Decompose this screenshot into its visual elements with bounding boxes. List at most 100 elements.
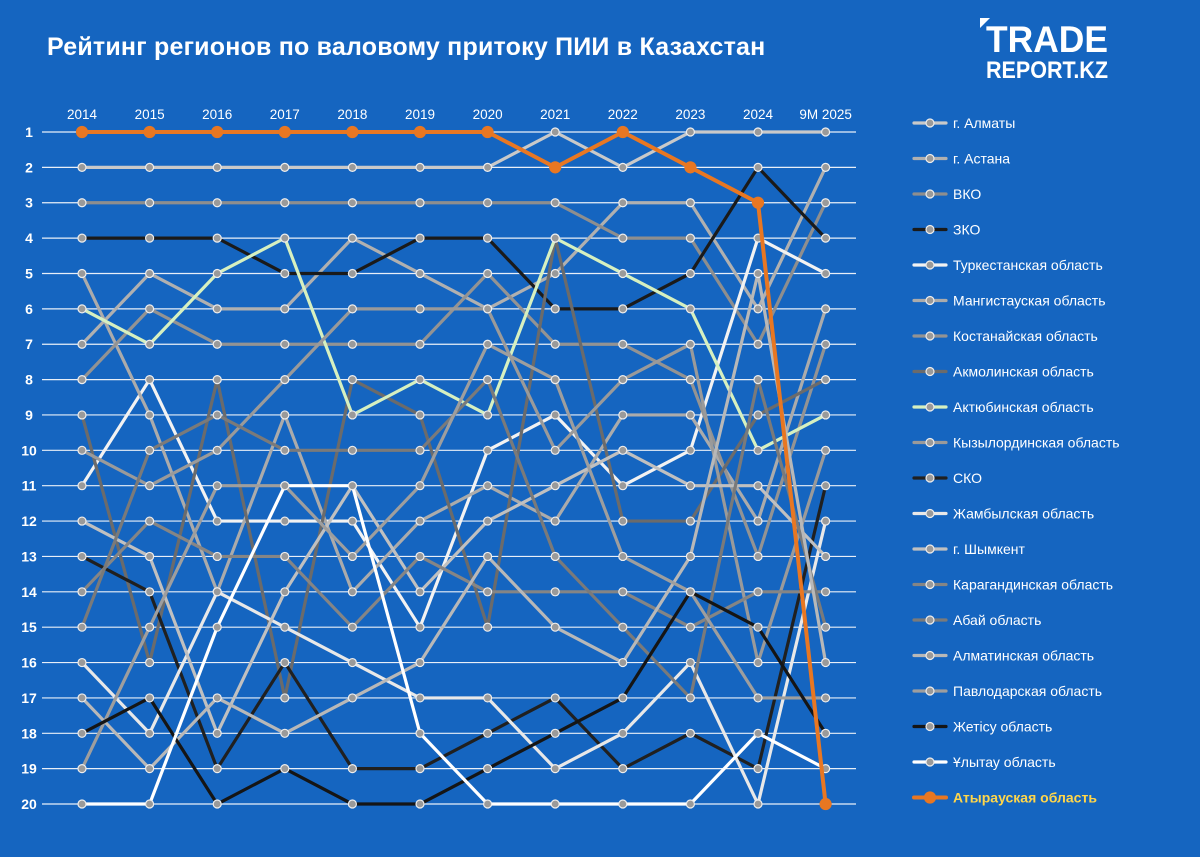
data-point: [415, 374, 425, 385]
data-point: [280, 728, 290, 738]
y-tick-label: 15: [21, 619, 37, 635]
data-point: [483, 268, 493, 279]
data-point: [280, 445, 290, 455]
y-tick-label: 9: [25, 407, 33, 423]
x-tick-label: 2024: [743, 107, 774, 122]
legend-label: Атырауская область: [953, 790, 1097, 806]
y-tick-label: 16: [21, 655, 37, 671]
legend-label: г. Астана: [953, 151, 1010, 167]
series-line: [80, 342, 828, 771]
data-point: [77, 162, 87, 172]
series-Кызылординская область: [77, 304, 831, 668]
data-point: [347, 764, 357, 774]
data-point: [145, 693, 155, 703]
data-point: [280, 162, 290, 172]
data-point: [415, 339, 425, 349]
data-point: [550, 764, 560, 774]
data-point: [145, 657, 155, 668]
x-tick-label: 2023: [675, 107, 705, 122]
data-point: [415, 551, 425, 562]
x-tick-label: 2015: [135, 107, 165, 122]
x-tick-label: 2022: [608, 107, 638, 122]
data-point: [820, 481, 831, 491]
data-point: [753, 304, 763, 314]
data-point: [347, 445, 357, 455]
legend-item: Карагандинская область: [912, 577, 1113, 593]
legend-item: Акмолинская область: [912, 364, 1094, 380]
data-point: [145, 233, 155, 243]
data-point: [618, 693, 628, 703]
x-tick-label: 2020: [473, 107, 503, 122]
data-point: [753, 268, 763, 279]
legend-item: Атырауская область: [912, 790, 1097, 806]
data-point: [820, 162, 831, 172]
data-point: [820, 622, 831, 632]
data-point: [347, 410, 357, 420]
data-point: [212, 551, 222, 562]
data-point: [145, 374, 155, 385]
data-point: [280, 410, 290, 420]
data-point: [346, 125, 359, 139]
legend-item: г. Шымкент: [912, 541, 1025, 557]
series-Мангистауская область: [77, 268, 831, 597]
legend-marker: [925, 260, 935, 270]
legend-marker: [925, 544, 935, 554]
y-tick-label: 2: [25, 159, 33, 175]
legend-marker: [923, 791, 937, 804]
legend-label: г. Шымкент: [953, 541, 1025, 557]
y-tick-label: 13: [21, 548, 37, 564]
data-point: [753, 622, 763, 632]
legend-marker: [925, 224, 935, 235]
y-tick-label: 12: [21, 513, 37, 529]
data-point: [483, 622, 493, 632]
data-point: [280, 374, 290, 385]
data-point: [280, 587, 290, 597]
data-point: [618, 764, 628, 774]
data-point: [347, 374, 357, 385]
data-point: [483, 410, 493, 420]
series-line: [80, 484, 828, 806]
data-point: [212, 516, 222, 526]
data-point: [212, 445, 222, 455]
data-point: [75, 125, 89, 139]
data-point: [483, 233, 493, 243]
data-point: [820, 374, 831, 385]
trade-report-logo: TRADE REPORT.KZ: [980, 18, 1108, 84]
data-point: [145, 481, 155, 491]
data-point: [618, 162, 628, 172]
data-point: [77, 551, 87, 562]
series-line: [80, 236, 828, 452]
data-point: [820, 304, 831, 314]
legend-label: Жетісу область: [953, 719, 1052, 735]
data-point: [550, 551, 560, 562]
logo-line2: REPORT.KZ: [986, 57, 1108, 84]
data-point: [618, 198, 628, 208]
x-tick-labels: 2014 2015 2016 2017 2018 2019 2020 2021 2022 2023…: [67, 107, 852, 122]
data-point: [415, 268, 425, 279]
data-point: [347, 587, 357, 597]
series-ВКО: [77, 198, 831, 349]
data-point: [145, 198, 155, 208]
series-Ұлытау область: [77, 481, 831, 809]
data-point: [618, 445, 628, 455]
data-point: [415, 233, 425, 243]
data-point: [618, 551, 628, 562]
data-point: [145, 162, 155, 172]
legend-marker: [925, 153, 935, 164]
series-line: [80, 519, 828, 806]
data-point: [280, 551, 290, 562]
data-point: [77, 233, 87, 243]
data-point: [347, 799, 357, 809]
series-Жетісу область: [77, 587, 831, 809]
data-point: [212, 622, 222, 632]
x-tick-label: 2018: [337, 107, 367, 122]
data-point: [347, 657, 357, 668]
data-point: [77, 268, 87, 279]
legend-item: Жетісу область: [912, 719, 1052, 735]
data-point: [820, 728, 831, 738]
series-Павлодарская область: [77, 339, 831, 774]
series-Жамбылская область: [77, 516, 831, 809]
data-point: [145, 799, 155, 809]
data-point: [347, 198, 357, 208]
legend-item: Ұлытау область: [912, 754, 1056, 770]
